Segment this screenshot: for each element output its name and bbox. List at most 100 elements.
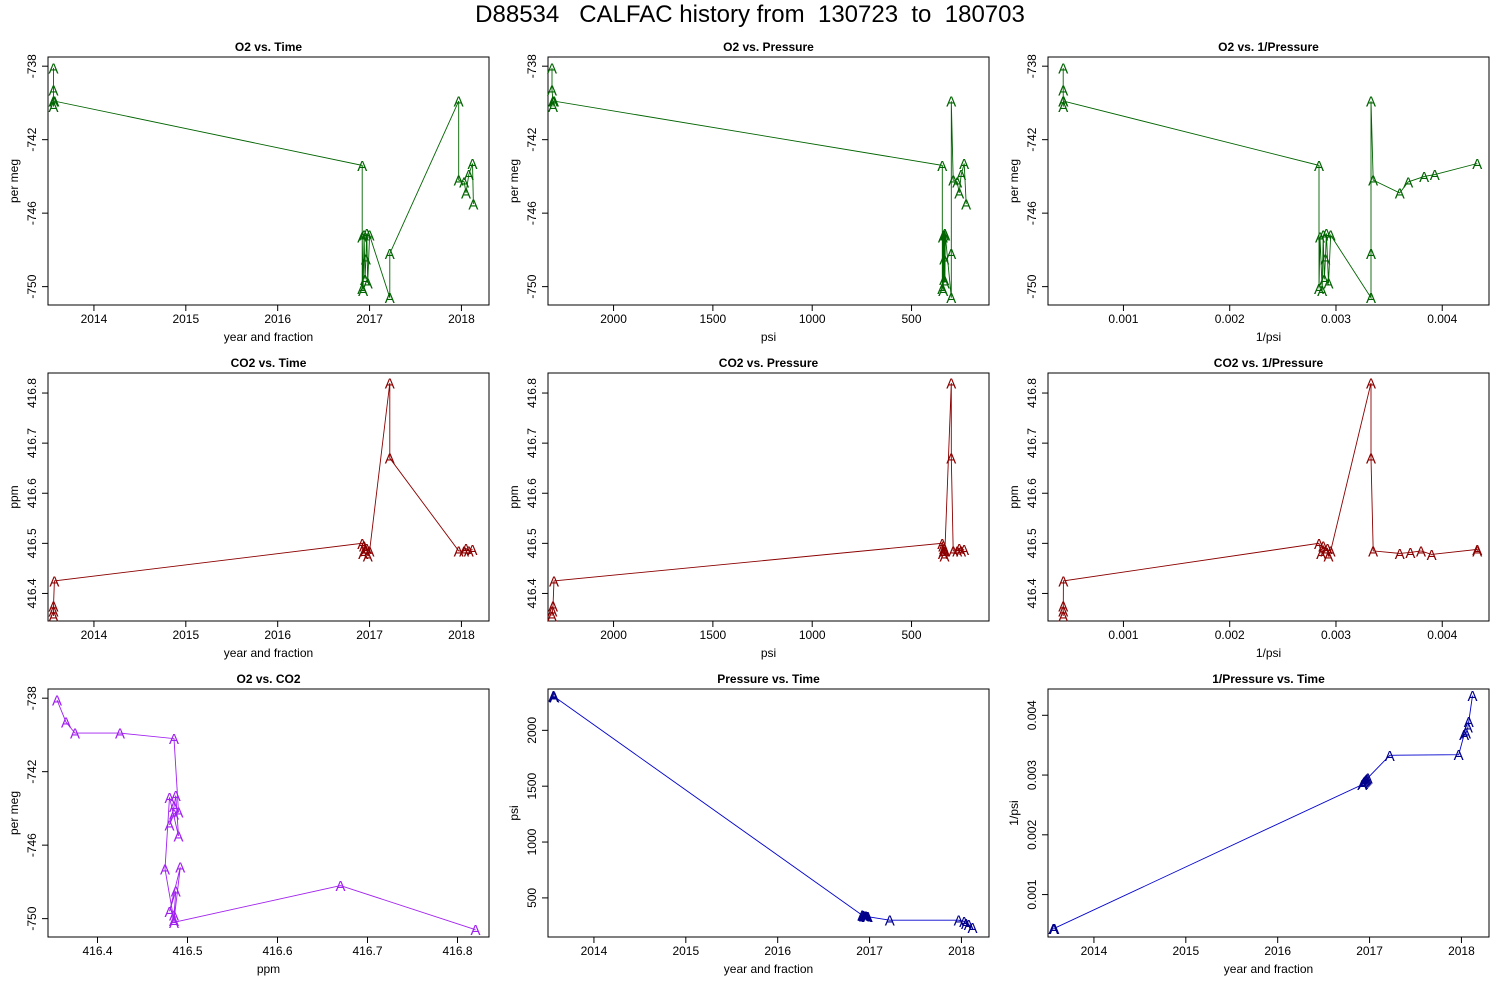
x-axis-label: psi [761, 646, 776, 660]
data-point-marker: A [956, 543, 966, 560]
data-point-marker: A [547, 608, 557, 625]
series-line [53, 382, 473, 616]
data-point-marker: A [959, 156, 969, 173]
y-tick-label: -742 [25, 759, 39, 783]
y-tick-label: 0.001 [1025, 879, 1039, 909]
data-point-marker: A [948, 173, 958, 190]
x-tick-label: 2014 [81, 628, 108, 642]
data-point-marker: A [359, 228, 369, 245]
data-point-marker: A [363, 548, 373, 565]
x-tick-label: 2015 [172, 628, 199, 642]
data-point-marker: A [937, 536, 947, 553]
data-point-marker: A [1322, 541, 1332, 558]
data-point-marker: A [939, 543, 949, 560]
data-point-marker: A [1403, 174, 1413, 191]
y-tick-label: 416.5 [1025, 528, 1039, 558]
data-point-marker: A [1314, 158, 1324, 175]
data-point-marker: A [1058, 94, 1068, 111]
data-point-marker: A [946, 451, 956, 468]
data-point-marker: A [547, 61, 557, 78]
data-point-marker: A [1359, 775, 1369, 792]
data-point-marker: A [1318, 538, 1328, 555]
data-point-marker: A [1324, 275, 1334, 292]
data-point-marker: A [946, 290, 956, 307]
x-tick-label: 416.5 [172, 944, 202, 958]
y-tick-label: -750 [25, 274, 39, 298]
data-point-marker: A [959, 542, 969, 559]
data-point-marker: A [1366, 246, 1376, 263]
series-line [56, 699, 476, 931]
data-point-marker: A [461, 185, 471, 202]
y-tick-label: 1500 [525, 773, 539, 800]
data-point-marker: A [946, 94, 956, 111]
data-point-marker: A [385, 246, 395, 263]
data-point-marker: A [1459, 727, 1469, 744]
plot-frame [547, 56, 990, 306]
series-line [553, 695, 973, 928]
y-tick-label: -738 [1025, 54, 1039, 78]
data-point-marker: A [1395, 185, 1405, 202]
data-point-marker: A [361, 252, 371, 269]
data-point-marker: A [1366, 376, 1376, 393]
y-tick-label: 416.8 [525, 378, 539, 408]
y-axis-label: ppm [507, 485, 521, 508]
x-tick-label: 0.002 [1215, 628, 1245, 642]
data-point-marker: A [1366, 94, 1376, 111]
panel-title: 1/Pressure vs. Time [1212, 672, 1325, 686]
data-point-marker: A [169, 907, 179, 924]
data-point-marker: A [1058, 573, 1068, 590]
data-point-marker: A [1454, 747, 1464, 764]
data-point-marker: A [954, 541, 964, 558]
data-point-marker: A [1360, 774, 1370, 791]
x-tick-label: 416.7 [352, 944, 382, 958]
data-point-marker: A [164, 817, 174, 834]
data-point-marker: A [1314, 536, 1324, 553]
x-tick-label: 2015 [1172, 944, 1199, 958]
data-point-marker: A [967, 920, 977, 937]
data-point-marker: A [952, 543, 962, 560]
data-point-marker: A [470, 922, 480, 939]
y-tick-label: 0.003 [1025, 760, 1039, 790]
data-point-marker: A [1049, 921, 1059, 938]
y-tick-label: 2000 [525, 717, 539, 744]
data-point-marker: A [385, 376, 395, 393]
y-tick-label: -738 [25, 686, 39, 710]
data-point-marker: A [1430, 167, 1440, 184]
data-point-marker: A [549, 689, 559, 706]
panel-8: Pressure vs. Time 2014 2015 2016 2017 2018 500… [507, 672, 990, 976]
panel-4: CO2 vs. Time 2014 2015 2016 2017 2018 416.4 416… [7, 356, 490, 660]
data-point-marker: A [548, 99, 558, 116]
y-tick-label: 416.7 [525, 428, 539, 458]
data-point-marker: A [454, 173, 464, 190]
y-tick-label: 416.6 [25, 478, 39, 508]
panel-title: O2 vs. 1/Pressure [1218, 40, 1319, 54]
data-point-marker: A [1368, 543, 1378, 560]
y-tick-label: 0.004 [1025, 700, 1039, 730]
x-tick-label: 2014 [1081, 944, 1108, 958]
panel-9: 1/Pressure vs. Time 2014 2015 2016 2017 2018 0… [1007, 672, 1490, 976]
data-point-marker: A [938, 230, 948, 247]
y-tick-label: -742 [25, 127, 39, 151]
x-axis-label: 1/psi [1256, 330, 1281, 344]
data-point-marker: A [171, 788, 181, 805]
data-point-marker: A [467, 156, 477, 173]
x-tick-label: 2014 [581, 944, 608, 958]
x-axis-label: ppm [257, 962, 280, 976]
data-point-marker: A [549, 688, 559, 705]
x-tick-label: 2017 [356, 312, 383, 326]
data-point-marker: A [52, 693, 62, 710]
data-point-marker: A [547, 83, 557, 100]
data-point-marker: A [464, 543, 474, 560]
panel-5: CO2 vs. Pressure 2000 1500 1000 500 416.4 416.… [507, 356, 990, 660]
y-axis-label: ppm [7, 485, 21, 508]
data-point-marker: A [173, 805, 183, 822]
x-axis-label: year and fraction [724, 962, 813, 976]
y-tick-label: -738 [525, 54, 539, 78]
y-tick-label: 416.6 [525, 478, 539, 508]
panel-7: O2 vs. CO2 416.4 416.5 416.6 416.7 416.8 -738 -… [7, 672, 490, 976]
data-point-marker: A [175, 860, 185, 877]
data-point-marker: A [49, 94, 59, 111]
data-point-marker: A [939, 228, 949, 245]
x-tick-label: 2016 [764, 944, 791, 958]
y-tick-label: 1000 [525, 828, 539, 855]
